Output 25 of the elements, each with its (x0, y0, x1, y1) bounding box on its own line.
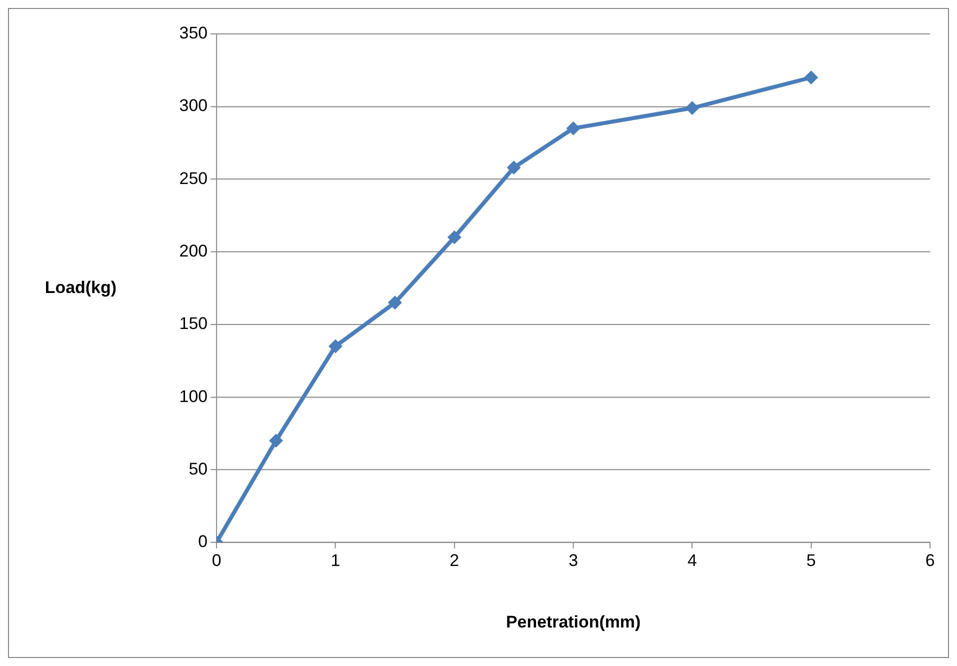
y-tick-label: 50 (188, 459, 208, 478)
x-tick-label: 4 (688, 551, 697, 570)
x-tick-label: 2 (450, 551, 460, 570)
y-tick-label: 100 (179, 386, 208, 406)
point (804, 70, 818, 84)
point (685, 101, 700, 115)
point (388, 296, 402, 310)
y-axis-title: Load(kg) (44, 278, 116, 297)
y-tick-label: 150 (179, 314, 208, 334)
point (328, 339, 342, 354)
point (566, 121, 580, 136)
y-tick-label: 250 (179, 168, 208, 188)
x-axis-title: Penetration(mm) (506, 612, 641, 632)
y-tick-label: 200 (179, 242, 208, 260)
x-tick-label: 0 (212, 551, 222, 570)
x-tick-label: 1 (330, 551, 340, 570)
x-tick-label: 3 (568, 551, 578, 570)
y-tick-label: 350 (179, 24, 208, 43)
point (447, 230, 462, 244)
point (506, 160, 521, 175)
x-tick-label: 5 (806, 551, 816, 570)
x-tick-label: 6 (925, 551, 935, 570)
y-tick-label: 300 (179, 96, 208, 116)
y-tick-label: 0 (198, 532, 208, 552)
point (269, 434, 283, 448)
